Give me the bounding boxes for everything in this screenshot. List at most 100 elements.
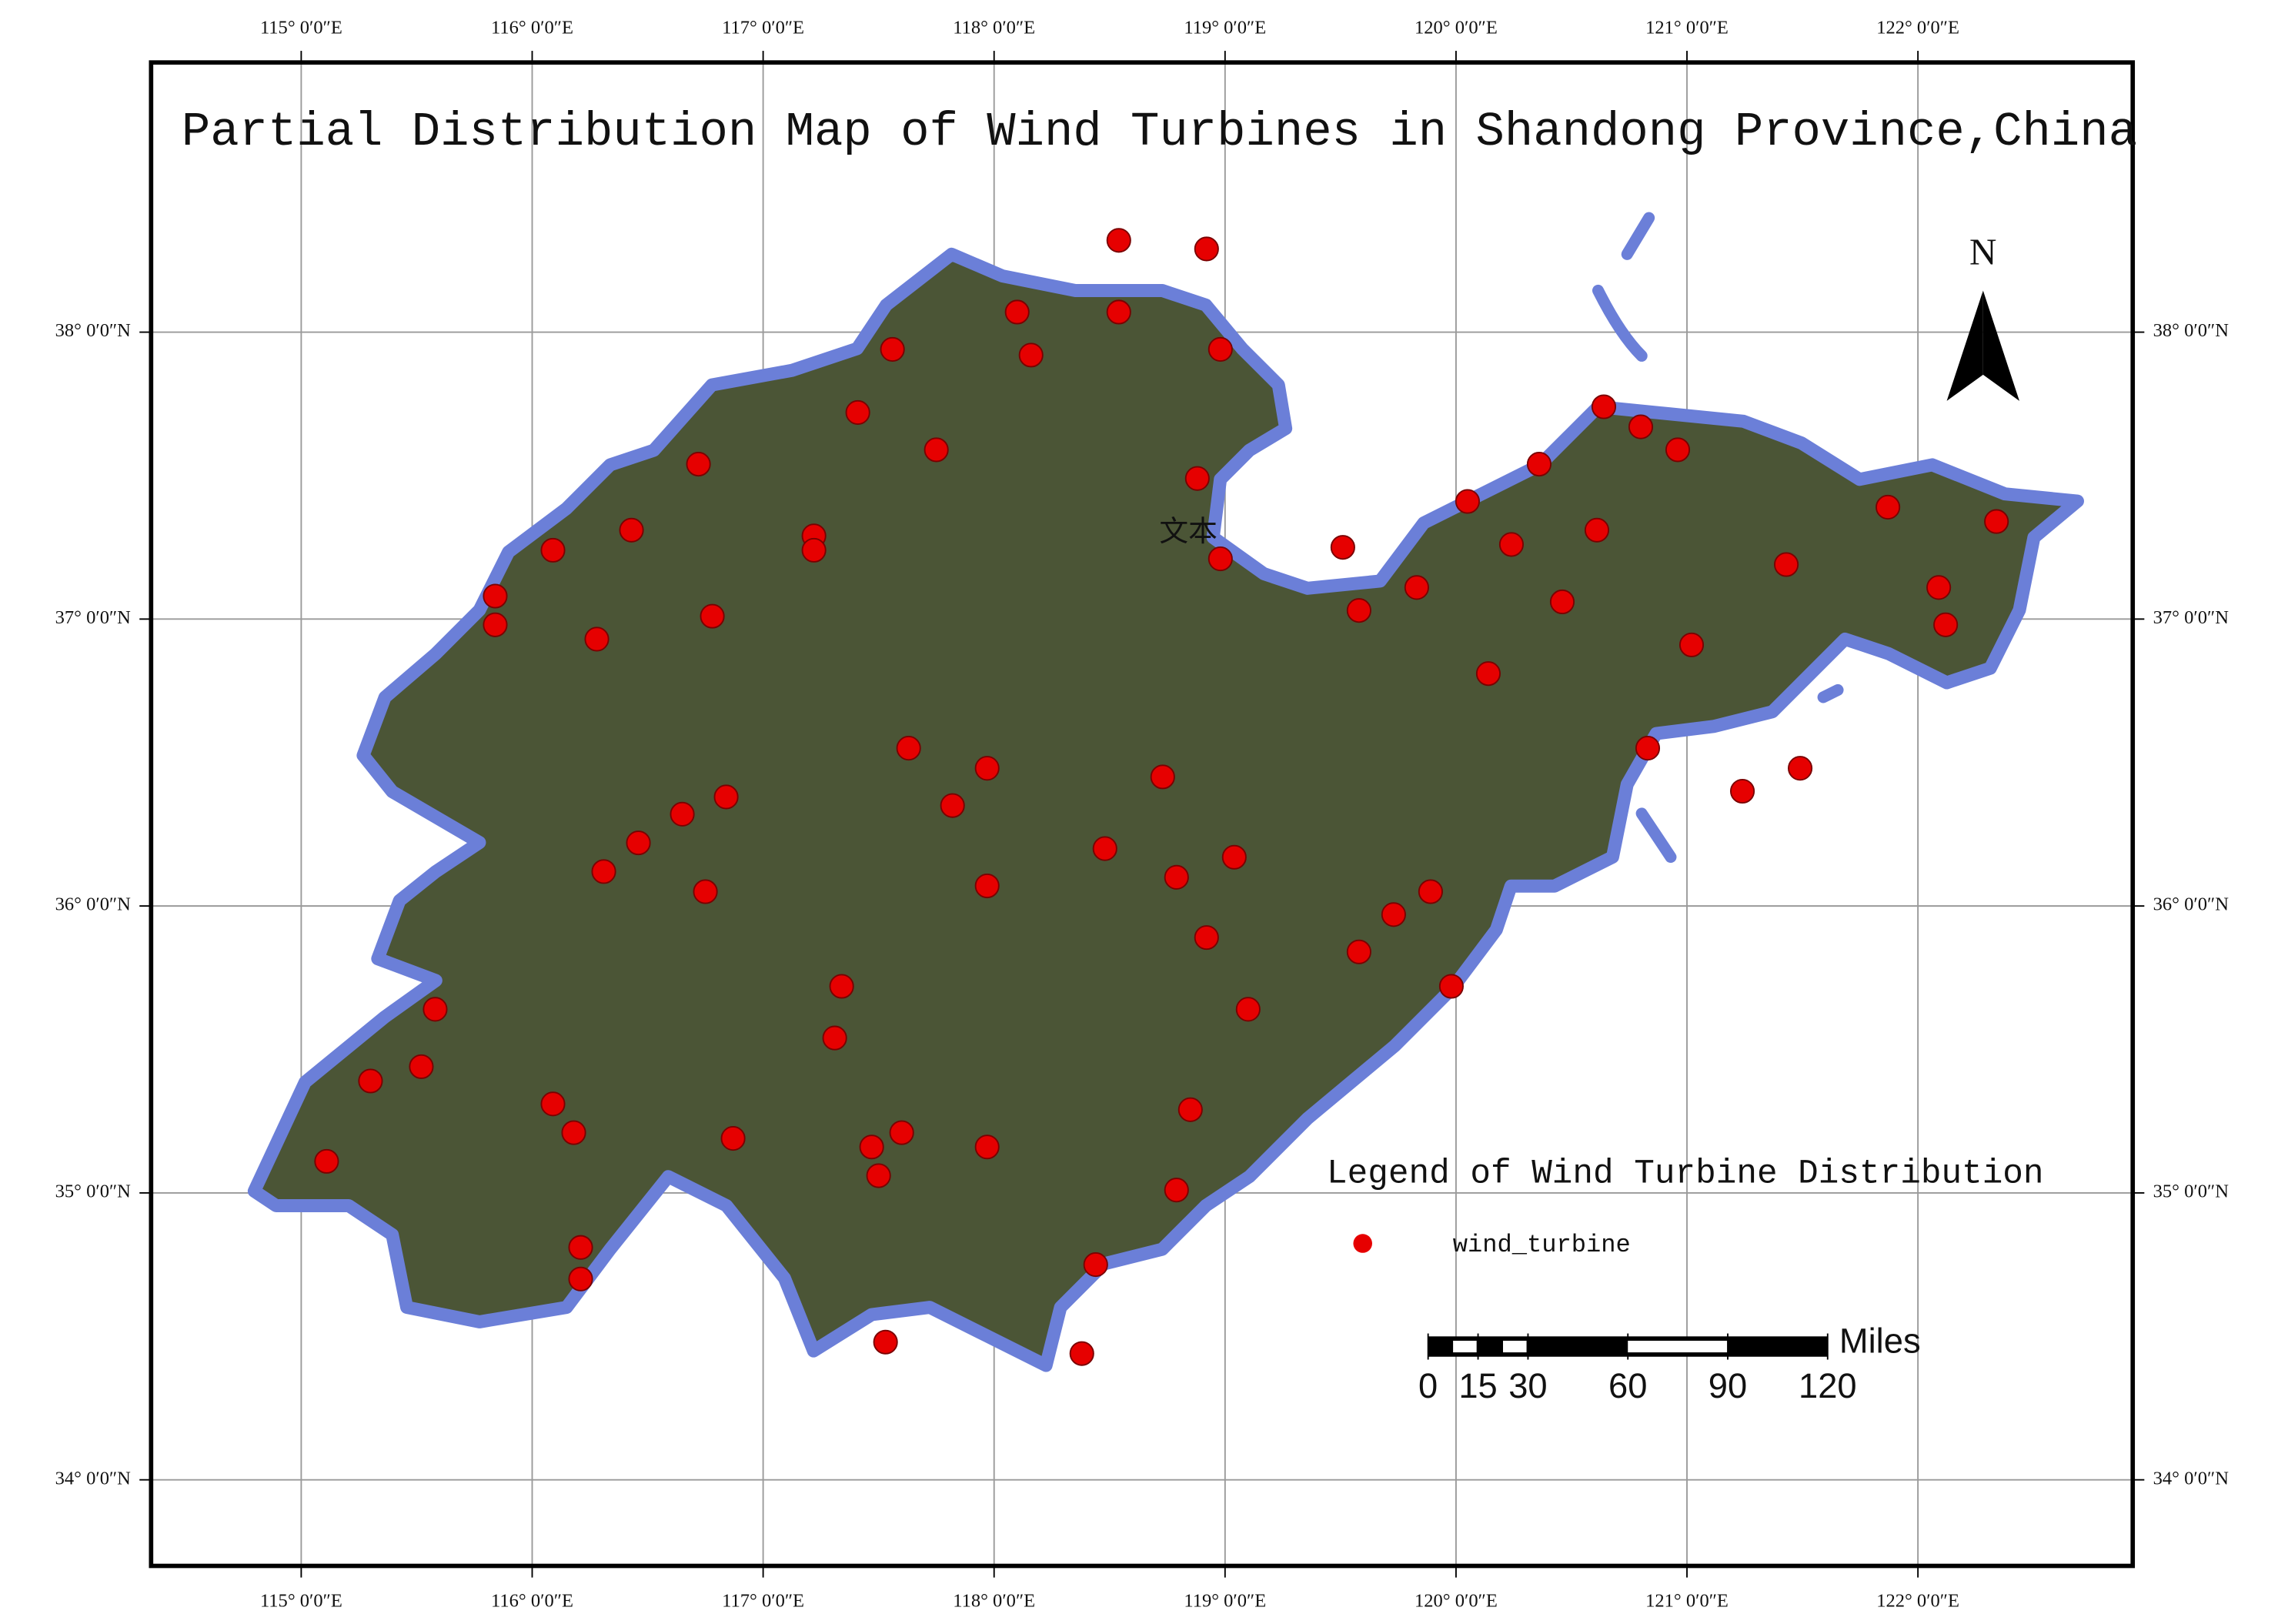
legend-title: Legend of Wind Turbine Distribution: [1327, 1155, 2043, 1194]
turbine-point: [974, 1134, 1000, 1160]
turbine-point: [801, 537, 827, 563]
x-tick-label: 116° 0′0″E: [491, 1590, 573, 1611]
scale-label: 120: [1799, 1366, 1857, 1405]
turbine-point: [686, 452, 711, 477]
y-tick-label: 35° 0′0″N: [2153, 1181, 2230, 1202]
turbine-point: [1984, 509, 2009, 534]
turbine-point: [845, 399, 870, 425]
turbine-point: [1106, 299, 1131, 325]
scale-bar-segment: [1503, 1340, 1527, 1353]
turbine-point: [423, 997, 448, 1022]
x-tick-label: 119° 0′0″E: [1184, 17, 1266, 38]
turbine-point: [693, 879, 718, 904]
x-tick-label: 115° 0′0″E: [260, 17, 342, 38]
x-tick-label: 115° 0′0″E: [260, 1590, 342, 1611]
turbine-point: [1092, 836, 1117, 861]
x-tick-label: 118° 0′0″E: [953, 17, 1035, 38]
turbine-point: [1591, 394, 1617, 419]
turbine-point: [584, 627, 610, 652]
scale-unit: Miles: [1839, 1322, 1921, 1361]
turbine-point: [568, 1235, 593, 1260]
turbine-point: [1730, 778, 1755, 804]
islands: [1592, 212, 1844, 864]
x-tick-label: 122° 0′0″E: [1876, 1590, 1959, 1611]
turbine-point: [1164, 1178, 1189, 1203]
x-tick-label: 121° 0′0″E: [1645, 17, 1729, 38]
map-label: 文本: [1159, 516, 1217, 548]
scale-label: 15: [1458, 1366, 1497, 1405]
map-frame: [149, 60, 2136, 1569]
x-tick-label: 120° 0′0″E: [1415, 1590, 1498, 1611]
turbine-point: [924, 437, 949, 463]
scale-label: 60: [1608, 1366, 1647, 1405]
x-tick-label: 116° 0′0″E: [491, 17, 573, 38]
turbine-point: [1194, 236, 1219, 262]
y-tick-label: 34° 0′0″N: [55, 1468, 132, 1489]
turbine-point: [1788, 756, 1813, 781]
turbine-point: [866, 1163, 891, 1188]
turbine-point: [626, 830, 651, 856]
turbine-point: [540, 1091, 566, 1117]
legend-marker: [1353, 1234, 1372, 1253]
turbine-point: [1774, 552, 1799, 577]
turbine-point: [1004, 299, 1030, 325]
turbine-point: [713, 784, 739, 810]
turbine-point: [1475, 661, 1501, 687]
turbine-point: [880, 336, 905, 362]
turbine-point: [1438, 974, 1464, 999]
turbine-point: [1418, 879, 1443, 904]
turbine-point: [859, 1134, 884, 1160]
turbine-point: [358, 1068, 383, 1094]
turbine-point: [1150, 764, 1175, 790]
turbine-point: [1678, 632, 1705, 657]
y-tick-label: 38° 0′0″N: [2153, 320, 2230, 341]
turbine-point: [720, 1126, 746, 1151]
turbine-point: [670, 801, 695, 827]
turbine-point: [1346, 598, 1371, 623]
turbine-point: [561, 1120, 586, 1145]
turbine-point: [1346, 939, 1371, 964]
turbine-point: [483, 612, 508, 637]
turbine-point: [1330, 535, 1355, 560]
turbine-point: [1665, 437, 1691, 463]
y-tick-label: 37° 0′0″N: [55, 607, 132, 628]
north-arrow-right: [1982, 290, 2019, 401]
turbine-point: [1164, 864, 1189, 890]
turbine-point: [1083, 1252, 1108, 1278]
turbine-point: [873, 1329, 898, 1355]
scale-label: 0: [1418, 1366, 1438, 1405]
map-title: Partial Distribution Map of Wind Turbine…: [182, 105, 2137, 159]
turbine-point: [1106, 228, 1131, 253]
y-tick-label: 38° 0′0″N: [55, 320, 132, 341]
turbine-point: [974, 756, 1000, 781]
turbine-point: [409, 1054, 434, 1079]
scale-bar: 0 15 30 60 90 120 Miles: [1418, 1322, 1921, 1406]
y-tick-label: 37° 0′0″N: [2153, 607, 2230, 628]
turbine-point: [1498, 532, 1524, 557]
scale-label: 30: [1508, 1366, 1547, 1405]
y-tick-label: 36° 0′0″N: [2153, 894, 2230, 915]
turbine-point: [568, 1266, 593, 1292]
x-tick-label: 120° 0′0″E: [1415, 17, 1498, 38]
turbine-point: [591, 859, 616, 884]
x-tick-label: 121° 0′0″E: [1645, 1590, 1729, 1611]
legend-label: wind_turbine: [1453, 1231, 1631, 1259]
turbine-point: [314, 1148, 339, 1174]
turbine-point: [1194, 925, 1219, 951]
x-tick-label: 117° 0′0″E: [722, 17, 804, 38]
y-tick-label: 35° 0′0″N: [55, 1181, 132, 1202]
turbine-point: [889, 1120, 914, 1145]
turbine-point: [1207, 546, 1233, 572]
turbine-point: [822, 1025, 847, 1051]
turbine-point: [1221, 844, 1247, 870]
turbine-point: [896, 736, 921, 761]
turbine-point: [1381, 902, 1406, 927]
x-tick-label: 118° 0′0″E: [953, 1590, 1035, 1611]
turbine-point: [1235, 997, 1261, 1022]
turbine-point: [1177, 1097, 1203, 1122]
turbine-point: [1455, 489, 1480, 514]
province: [247, 212, 2084, 1372]
turbine-point: [1069, 1341, 1094, 1366]
